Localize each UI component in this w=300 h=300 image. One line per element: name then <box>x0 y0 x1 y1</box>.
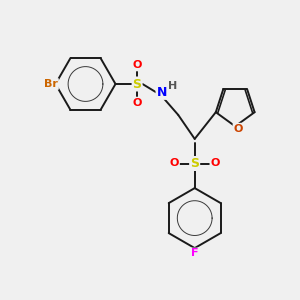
Text: O: O <box>132 98 142 108</box>
Text: O: O <box>233 124 243 134</box>
Text: O: O <box>210 158 220 169</box>
Text: S: S <box>133 77 142 91</box>
Text: O: O <box>132 60 142 70</box>
Text: S: S <box>190 157 199 170</box>
Text: O: O <box>169 158 179 169</box>
Text: H: H <box>169 81 178 91</box>
Text: Br: Br <box>44 79 58 89</box>
Text: F: F <box>191 248 199 259</box>
Text: N: N <box>157 86 167 99</box>
